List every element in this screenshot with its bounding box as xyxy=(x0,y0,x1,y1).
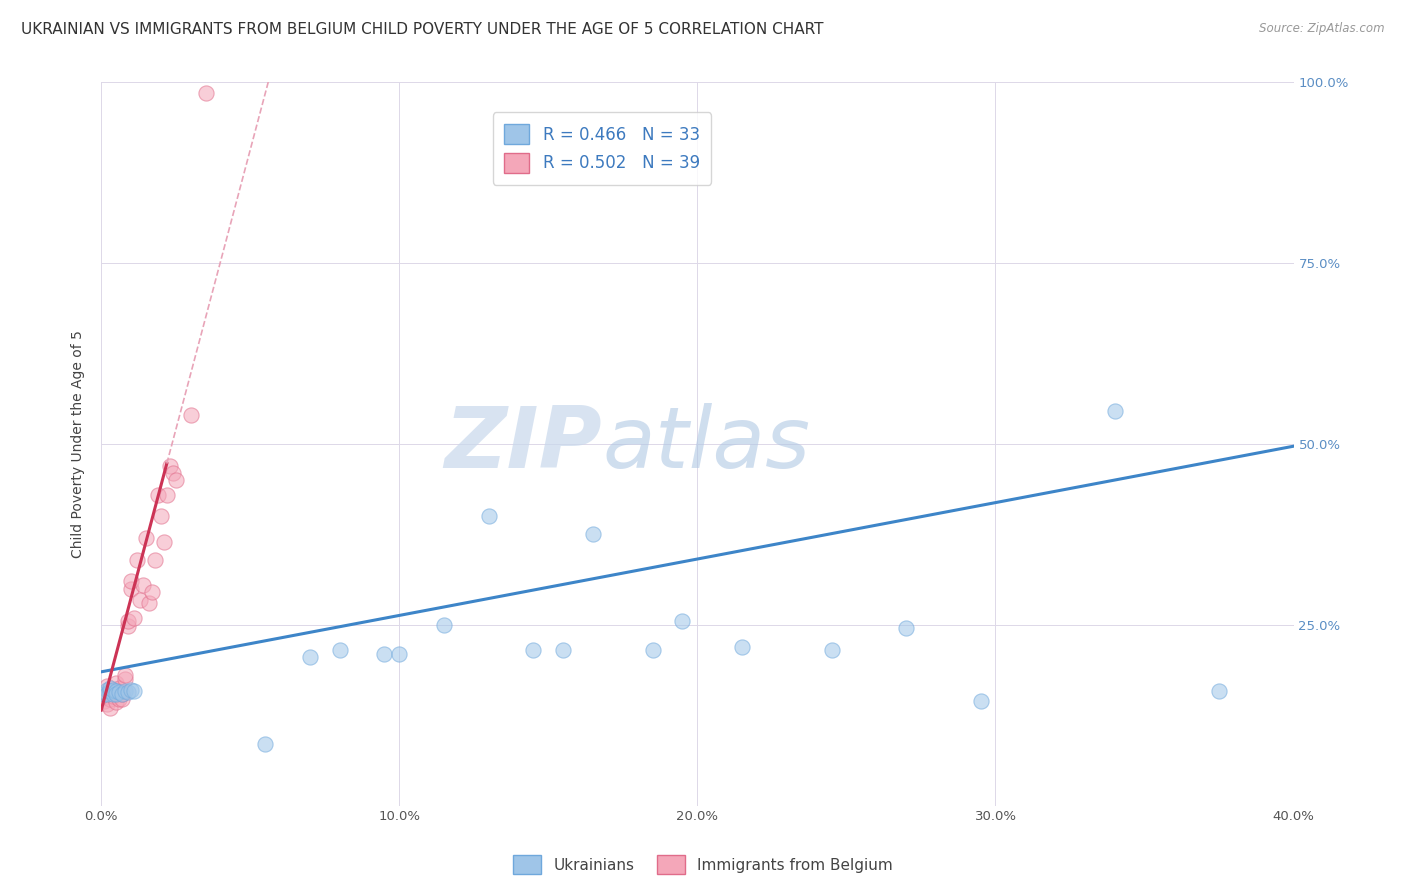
Point xyxy=(141,585,163,599)
Point xyxy=(108,685,131,699)
Point xyxy=(111,692,134,706)
Point xyxy=(582,527,605,541)
Point xyxy=(122,684,145,698)
Legend: R = 0.466   N = 33, R = 0.502   N = 39: R = 0.466 N = 33, R = 0.502 N = 39 xyxy=(492,112,711,185)
Point xyxy=(111,686,134,700)
Point xyxy=(122,610,145,624)
Point xyxy=(162,466,184,480)
Legend: Ukrainians, Immigrants from Belgium: Ukrainians, Immigrants from Belgium xyxy=(508,849,898,880)
Point xyxy=(969,694,991,708)
Point xyxy=(1104,404,1126,418)
Text: atlas: atlas xyxy=(602,402,810,485)
Point xyxy=(153,534,176,549)
Point xyxy=(114,684,136,698)
Point xyxy=(138,596,160,610)
Point xyxy=(194,87,217,101)
Point xyxy=(98,681,121,696)
Point xyxy=(108,691,131,706)
Point xyxy=(254,737,277,751)
Point xyxy=(96,679,118,693)
Point xyxy=(105,682,128,697)
Point xyxy=(731,640,754,654)
Text: ZIP: ZIP xyxy=(444,402,602,485)
Point xyxy=(553,643,575,657)
Point xyxy=(101,686,124,700)
Point xyxy=(98,686,121,700)
Point xyxy=(132,578,155,592)
Point xyxy=(108,681,131,695)
Point xyxy=(522,643,544,657)
Point xyxy=(125,553,148,567)
Point xyxy=(180,408,202,422)
Point xyxy=(641,643,664,657)
Y-axis label: Child Poverty Under the Age of 5: Child Poverty Under the Age of 5 xyxy=(72,330,86,558)
Point xyxy=(820,643,842,657)
Point xyxy=(129,592,152,607)
Point xyxy=(120,682,142,697)
Point xyxy=(894,622,917,636)
Point xyxy=(117,685,139,699)
Point xyxy=(105,675,128,690)
Point xyxy=(388,647,411,661)
Point xyxy=(101,682,124,697)
Point xyxy=(114,668,136,682)
Point xyxy=(105,695,128,709)
Point xyxy=(149,509,172,524)
Point xyxy=(93,694,115,708)
Point xyxy=(433,617,456,632)
Point xyxy=(120,574,142,589)
Point xyxy=(117,619,139,633)
Text: UKRAINIAN VS IMMIGRANTS FROM BELGIUM CHILD POVERTY UNDER THE AGE OF 5 CORRELATIO: UKRAINIAN VS IMMIGRANTS FROM BELGIUM CHI… xyxy=(21,22,824,37)
Point xyxy=(373,647,395,661)
Point xyxy=(93,686,115,700)
Point xyxy=(96,682,118,697)
Point xyxy=(105,686,128,700)
Point xyxy=(111,686,134,700)
Point xyxy=(105,684,128,698)
Point xyxy=(120,582,142,596)
Point xyxy=(96,698,118,712)
Text: Source: ZipAtlas.com: Source: ZipAtlas.com xyxy=(1260,22,1385,36)
Point xyxy=(98,691,121,706)
Point xyxy=(165,473,187,487)
Point xyxy=(478,509,501,524)
Point xyxy=(98,701,121,715)
Point xyxy=(93,690,115,705)
Point xyxy=(671,614,693,628)
Point xyxy=(298,650,321,665)
Point xyxy=(101,689,124,703)
Point xyxy=(159,458,181,473)
Point xyxy=(146,488,169,502)
Point xyxy=(114,672,136,686)
Point xyxy=(1208,684,1230,698)
Point xyxy=(117,614,139,628)
Point xyxy=(98,684,121,698)
Point xyxy=(329,643,352,657)
Point xyxy=(143,553,166,567)
Point xyxy=(101,684,124,698)
Point xyxy=(156,488,179,502)
Point xyxy=(96,686,118,700)
Point xyxy=(135,531,157,545)
